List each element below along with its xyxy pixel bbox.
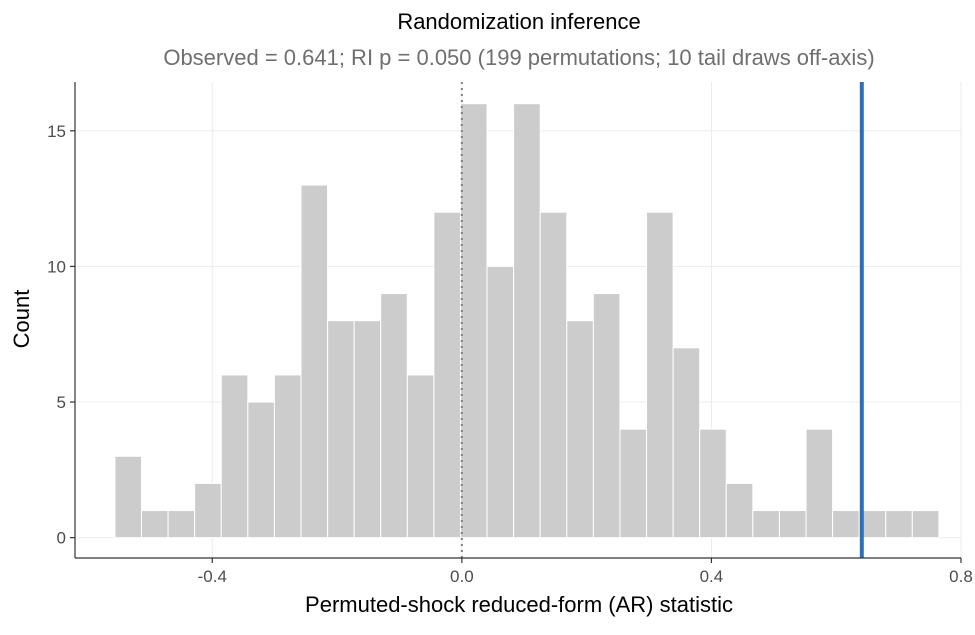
histogram-bar — [327, 320, 355, 539]
histogram-bar — [300, 184, 329, 539]
histogram-bar — [459, 103, 488, 539]
y-tick-label: 5 — [57, 393, 66, 412]
histogram-bar — [699, 428, 727, 539]
histogram-bar — [486, 265, 515, 539]
y-tick-label: 15 — [47, 122, 66, 141]
histogram-bar — [539, 211, 568, 539]
histogram-bar — [592, 293, 621, 539]
y-axis-title: Count — [9, 290, 34, 349]
histogram-bar — [566, 320, 594, 539]
histogram-bar — [220, 374, 249, 539]
histogram-bar — [353, 320, 382, 539]
y-tick-label: 0 — [57, 529, 66, 548]
x-tick-label: 0.8 — [949, 567, 973, 586]
histogram-bar — [194, 482, 222, 539]
histogram-bar — [273, 374, 302, 539]
histogram-bar — [380, 293, 408, 539]
histogram-bars — [114, 103, 940, 539]
histogram-bar — [725, 482, 754, 539]
axes: -0.4 0.0 0.4 0.8 0 5 10 15 — [47, 82, 973, 586]
histogram-bar — [832, 510, 860, 539]
chart-title: Randomization inference — [397, 9, 640, 34]
x-tick-label: -0.4 — [198, 567, 227, 586]
x-tick-label: 0.0 — [450, 567, 474, 586]
x-tick-label: 0.4 — [700, 567, 724, 586]
histogram-bar — [885, 510, 913, 539]
histogram-bar — [247, 401, 275, 539]
histogram-bar — [406, 374, 435, 539]
histogram-bar — [778, 510, 807, 539]
histogram-bar — [805, 428, 834, 539]
histogram-bar — [672, 347, 701, 539]
chart-subtitle: Observed = 0.641; RI p = 0.050 (199 perm… — [163, 45, 874, 70]
histogram-bar — [619, 428, 648, 539]
histogram-bar — [167, 510, 196, 539]
histogram-bar — [911, 510, 940, 539]
histogram-bar — [752, 510, 780, 539]
histogram-bar — [141, 510, 169, 539]
x-axis-title: Permuted-shock reduced-form (AR) statist… — [305, 592, 733, 617]
histogram-bar — [433, 211, 461, 539]
histogram-bar — [646, 211, 674, 539]
histogram-bar — [114, 455, 143, 539]
reference-lines — [460, 82, 864, 558]
histogram-bar — [513, 103, 541, 539]
y-tick-label: 10 — [47, 257, 66, 276]
